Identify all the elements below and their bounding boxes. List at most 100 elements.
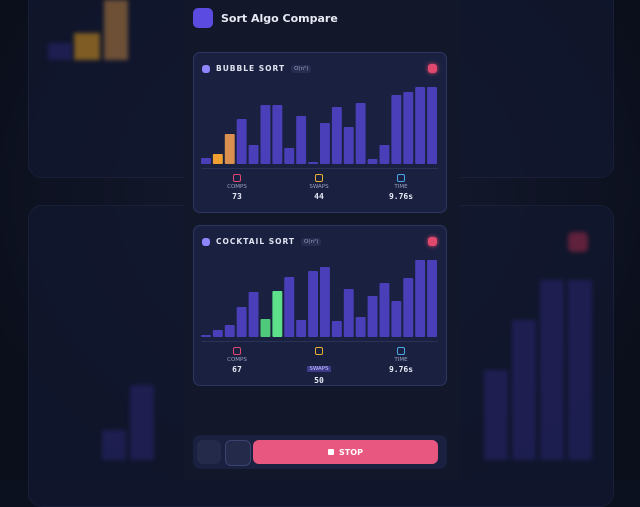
array-bar <box>284 277 295 337</box>
card-header: COCKTAIL SORT O(n²) <box>202 237 322 246</box>
array-bar <box>296 116 307 164</box>
status-indicator <box>428 64 437 73</box>
reset-button[interactable] <box>225 440 251 466</box>
array-bar <box>248 145 259 164</box>
stat: TIME 9.76s <box>366 174 436 201</box>
array-bar <box>427 260 437 337</box>
algo-name: BUBBLE SORT <box>216 64 286 73</box>
array-bar <box>320 267 330 337</box>
array-bar <box>331 107 342 164</box>
array-bar <box>343 127 354 164</box>
settings-button[interactable] <box>197 440 221 464</box>
bar-area <box>201 260 437 337</box>
array-bar <box>260 105 271 164</box>
logo <box>193 8 213 28</box>
array-bar <box>212 154 223 164</box>
array-bar <box>272 291 283 337</box>
header: Sort Algo Compare <box>193 8 338 28</box>
stat-icon <box>397 174 405 182</box>
array-bar <box>355 103 366 164</box>
stop-label: STOP <box>339 447 363 457</box>
array-bar <box>296 320 307 337</box>
array-bar <box>391 95 402 164</box>
algo-card: COCKTAIL SORT O(n²) COMPS 67 SWAPS 50 TIME 9.76… <box>193 225 447 386</box>
stat-label: COMPS <box>227 184 247 190</box>
array-bar <box>367 296 378 337</box>
stat-label: TIME <box>394 184 408 190</box>
stop-button[interactable]: STOP <box>253 440 438 464</box>
complexity: O(n²) <box>301 237 322 246</box>
stat-value: 9.76s <box>388 365 414 374</box>
array-bar <box>236 119 247 164</box>
array-bar <box>415 260 426 337</box>
array-bar <box>224 325 235 337</box>
array-bar <box>260 319 271 337</box>
separator <box>202 168 438 169</box>
array-bar <box>308 162 318 164</box>
bg-bar <box>568 280 592 460</box>
array-bar <box>248 292 259 337</box>
bg-bar <box>104 0 128 60</box>
app-title: Sort Algo Compare <box>221 11 338 25</box>
array-bar <box>415 87 426 164</box>
array-bar <box>284 148 295 164</box>
stat-icon <box>233 174 241 182</box>
stat-label: TIME <box>394 357 408 363</box>
stat: SWAPS 50 <box>284 347 354 385</box>
array-bar <box>236 307 247 337</box>
stat-icon <box>233 347 241 355</box>
array-bar <box>379 283 390 337</box>
complexity: O(n²) <box>291 64 312 73</box>
algo-icon <box>202 64 210 73</box>
algo-name: COCKTAIL SORT <box>216 237 296 246</box>
algo-icon <box>202 237 210 246</box>
array-bar <box>201 158 211 164</box>
stat: SWAPS 44 <box>284 174 354 201</box>
stat-value: 73 <box>232 192 242 201</box>
array-bar <box>391 301 402 337</box>
stat-label: SWAPS <box>309 184 329 190</box>
array-bar <box>403 278 414 337</box>
stat-value: 9.76s <box>388 192 414 201</box>
bg-bar <box>484 370 508 460</box>
stat-label: SWAPS <box>307 366 331 372</box>
stat: TIME 9.76s <box>366 347 436 374</box>
bg-icon <box>568 232 588 252</box>
bar-area <box>201 87 437 164</box>
control-bar: STOP <box>193 435 447 469</box>
bg-bar <box>102 430 126 460</box>
bg-bar <box>48 43 72 60</box>
bg-bar <box>74 33 100 60</box>
stat-icon <box>397 347 405 355</box>
array-bar <box>201 335 211 337</box>
bg-bar <box>540 280 564 460</box>
array-bar <box>320 123 330 164</box>
array-bar <box>224 134 235 164</box>
bg-bar <box>512 320 536 460</box>
array-bar <box>272 105 283 164</box>
stat-value: 44 <box>314 192 324 201</box>
array-bar <box>308 271 318 337</box>
array-bar <box>212 330 223 337</box>
app-panel: Sort Algo Compare BUBBLE SORT O(n²) COMPS 7… <box>184 0 460 480</box>
bg-bar <box>130 385 154 460</box>
stop-icon <box>328 449 335 455</box>
stat: COMPS 73 <box>202 174 272 201</box>
array-bar <box>427 87 437 164</box>
array-bar <box>379 145 390 164</box>
stat: COMPS 67 <box>202 347 272 374</box>
card-header: BUBBLE SORT O(n²) <box>202 64 312 73</box>
array-bar <box>355 317 366 337</box>
stat-label: COMPS <box>227 357 247 363</box>
array-bar <box>403 92 414 164</box>
stat-value: 50 <box>314 376 324 385</box>
status-indicator <box>428 237 437 246</box>
array-bar <box>367 159 378 164</box>
stat-icon <box>315 347 323 355</box>
algo-card: BUBBLE SORT O(n²) COMPS 73 SWAPS 44 TIME 9.76s <box>193 52 447 213</box>
array-bar <box>343 289 354 337</box>
stat-value: 67 <box>232 365 242 374</box>
stat-icon <box>315 174 323 182</box>
array-bar <box>331 321 342 337</box>
